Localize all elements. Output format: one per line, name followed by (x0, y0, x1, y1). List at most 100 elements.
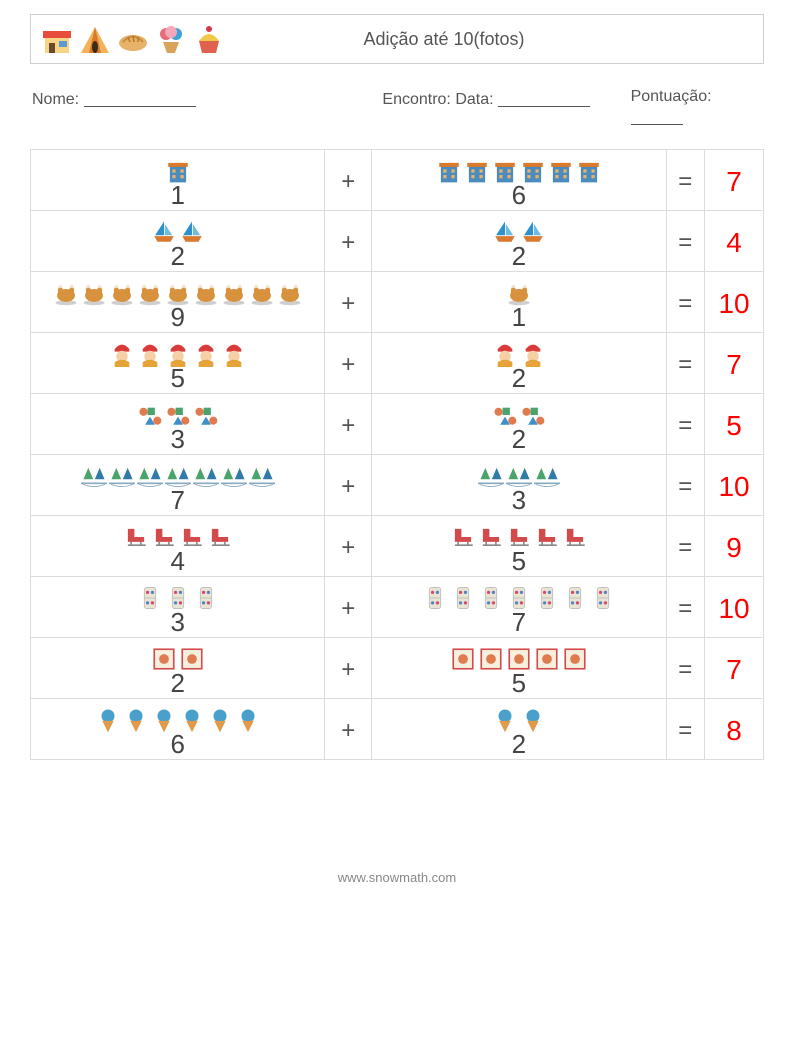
operand-number: 3 (374, 487, 663, 513)
answer-value: 5 (705, 394, 764, 455)
operand-number: 5 (374, 548, 663, 574)
domino-icon (562, 585, 588, 611)
operand-a: 2 (31, 211, 325, 272)
operand-a: 1 (31, 150, 325, 211)
title-bar: Adição até 10(fotos) (30, 14, 764, 64)
operand-number: 2 (374, 243, 663, 269)
trees-icon (534, 463, 560, 489)
turkey-icon (109, 280, 135, 306)
problem-row: 3+ 2=5 (31, 394, 764, 455)
cupcake-icon (193, 23, 225, 55)
score-blank[interactable] (631, 109, 683, 125)
operand-number: 2 (374, 365, 663, 391)
answer-value: 10 (705, 455, 764, 516)
operand-number: 6 (374, 182, 663, 208)
tile-icon (534, 646, 560, 672)
meta-date: Encontro: Data: (382, 88, 630, 127)
equals-sign: = (666, 699, 705, 760)
problem-row: 2+ 5=7 (31, 638, 764, 699)
operand-number: 3 (33, 609, 322, 635)
skate-icon (562, 524, 588, 550)
trees-icon (193, 463, 219, 489)
answer-value: 7 (705, 333, 764, 394)
cone-icon (95, 707, 121, 733)
operand-b: 3 (372, 455, 666, 516)
equals-sign: = (666, 455, 705, 516)
name-blank[interactable] (84, 91, 196, 107)
cone-icon (235, 707, 261, 733)
building-icon (436, 158, 462, 184)
operand-number: 4 (33, 548, 322, 574)
answer-value: 7 (705, 638, 764, 699)
operator: + (325, 394, 372, 455)
store-icon (41, 23, 73, 55)
operator: + (325, 577, 372, 638)
operator: + (325, 333, 372, 394)
domino-icon (534, 585, 560, 611)
operand-number: 3 (33, 426, 322, 452)
problem-row: 5+ 2=7 (31, 333, 764, 394)
title-bar-icons (41, 23, 225, 55)
cone-icon (123, 707, 149, 733)
operand-a: 6 (31, 699, 325, 760)
turkey-icon (81, 280, 107, 306)
answer-value: 7 (705, 150, 764, 211)
operand-number: 2 (374, 731, 663, 757)
operator: + (325, 699, 372, 760)
equals-sign: = (666, 211, 705, 272)
operand-number: 5 (374, 670, 663, 696)
operand-a: 7 (31, 455, 325, 516)
domino-icon (590, 585, 616, 611)
domino-icon (422, 585, 448, 611)
operand-a: 9 (31, 272, 325, 333)
domino-icon (478, 585, 504, 611)
operand-number: 2 (33, 670, 322, 696)
operand-b: 1 (372, 272, 666, 333)
problem-row: 7+ 3=10 (31, 455, 764, 516)
operand-number: 2 (374, 426, 663, 452)
operand-a: 4 (31, 516, 325, 577)
answer-value: 9 (705, 516, 764, 577)
firefighter-icon (109, 341, 135, 367)
building-icon (576, 158, 602, 184)
turkey-icon (249, 280, 275, 306)
operand-number: 6 (33, 731, 322, 757)
turkey-icon (193, 280, 219, 306)
operand-number: 9 (33, 304, 322, 330)
problems-table: 1+ (30, 149, 764, 760)
equals-sign: = (666, 577, 705, 638)
date-blank[interactable] (498, 91, 590, 107)
cone-icon (207, 707, 233, 733)
encounter-label: Encontro: Data: (382, 91, 493, 108)
answer-value: 10 (705, 577, 764, 638)
operator: + (325, 211, 372, 272)
operand-b: 6 (372, 150, 666, 211)
operand-a: 2 (31, 638, 325, 699)
operand-a: 3 (31, 577, 325, 638)
firefighter-icon (137, 341, 163, 367)
domino-icon (137, 585, 163, 611)
shapes-icon (193, 402, 219, 428)
skate-icon (207, 524, 233, 550)
building-icon (548, 158, 574, 184)
building-icon (464, 158, 490, 184)
meta-name: Nome: (32, 88, 382, 127)
equals-sign: = (666, 638, 705, 699)
answer-value: 10 (705, 272, 764, 333)
domino-icon (450, 585, 476, 611)
operand-b: 2 (372, 394, 666, 455)
footer-url: www.snowmath.com (30, 870, 764, 885)
equals-sign: = (666, 516, 705, 577)
turkey-icon (137, 280, 163, 306)
meta-score: Pontuação: (631, 88, 762, 127)
tent-icon (79, 23, 111, 55)
operand-a: 3 (31, 394, 325, 455)
tile-icon (478, 646, 504, 672)
operand-b: 5 (372, 516, 666, 577)
tile-icon (562, 646, 588, 672)
operand-number: 5 (33, 365, 322, 391)
problem-row: 9+ 1=10 (31, 272, 764, 333)
turkey-icon (53, 280, 79, 306)
page-title: Adição até 10(fotos) (225, 29, 753, 50)
operand-number: 7 (374, 609, 663, 635)
